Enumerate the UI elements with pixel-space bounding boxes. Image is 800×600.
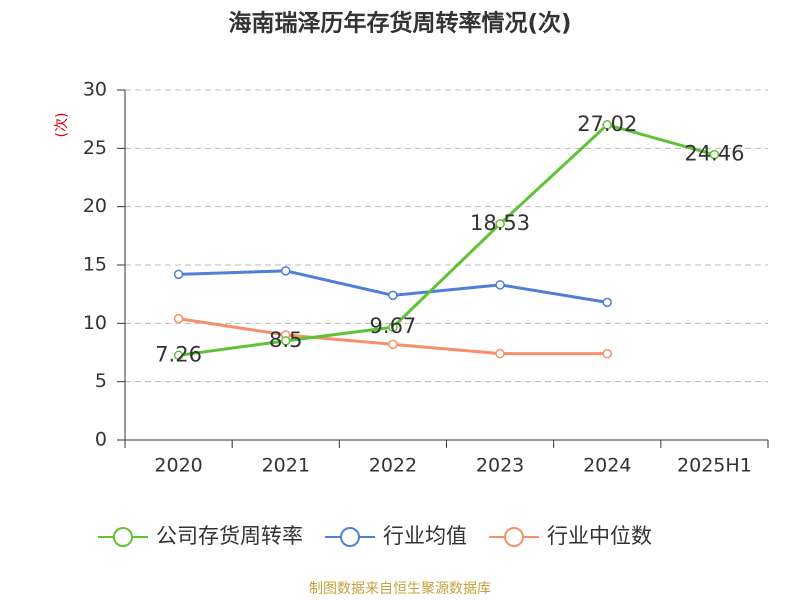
y-tick-label: 25 [83,137,107,159]
x-tick-label: 2025H1 [677,455,752,477]
y-tick-label: 10 [83,312,107,334]
x-tick-label: 2023 [476,455,524,477]
series-line [178,123,715,357]
x-tick-label: 2022 [369,455,417,477]
data-point [281,336,291,346]
chart-title: 海南瑞泽历年存货周转率情况(次) [228,10,571,37]
legend-marker [340,527,360,547]
legend-label: 公司存货周转率 [156,524,303,548]
legend-label: 行业中位数 [547,524,652,548]
legend-marker [504,527,524,547]
data-label: 18.53 [470,211,530,235]
data-point [388,339,398,350]
y-tick-label: 20 [83,195,107,217]
data-point [709,149,720,160]
x-tick-label: 2024 [583,455,631,477]
y-tick-label: 0 [95,429,107,451]
data-point [173,350,184,361]
source-note: 制图数据来自恒生聚源数据库 [309,581,491,597]
data-label: 7.26 [155,342,202,366]
data-point [388,290,398,301]
data-point [602,120,612,130]
data-label: 24.46 [684,142,744,166]
legend-label: 行业均值 [383,524,467,548]
x-tick-label: 2021 [262,455,310,477]
data-point [281,266,291,276]
y-axis-label: (次) [54,113,70,138]
y-tick-label: 15 [83,254,107,276]
data-point [602,348,612,359]
data-point [602,297,612,308]
x-tick-label: 2020 [154,455,202,477]
data-point [495,348,505,359]
data-label: 27.02 [577,112,637,136]
data-point [495,219,505,229]
data-label: 8.5 [269,328,302,352]
legend-marker [113,527,133,547]
data-point [173,313,184,324]
data-point [495,280,505,290]
y-tick-label: 30 [83,79,107,101]
data-point [173,269,184,280]
data-point [388,322,398,332]
y-tick-label: 5 [95,370,107,392]
data-label: 9.67 [370,314,417,338]
